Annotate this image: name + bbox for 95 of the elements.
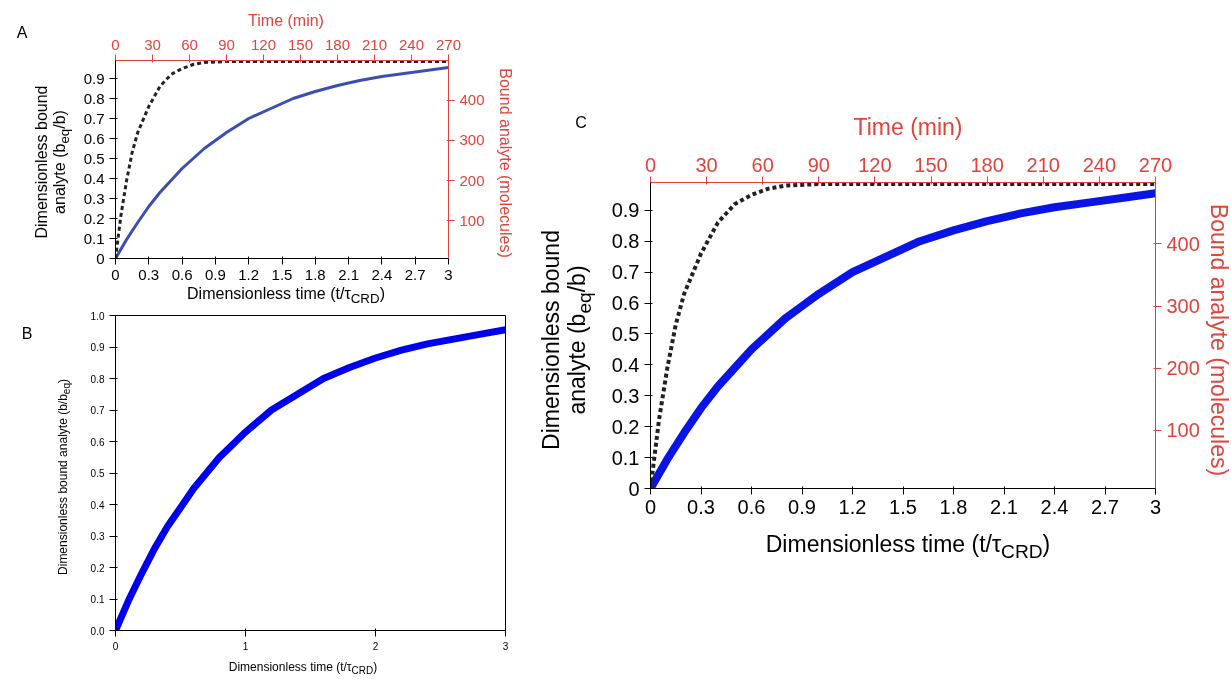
- y-tick-label: 0.3: [90, 531, 105, 542]
- x-tick-label: 0: [112, 640, 119, 652]
- y-tick-label: 0.6: [83, 129, 105, 147]
- y-tick-label: 0.7: [83, 109, 105, 127]
- x-tick-label: 2.4: [1040, 495, 1069, 518]
- y-tick-label: 0.3: [83, 189, 105, 207]
- y-tick-label: 0.4: [611, 353, 640, 376]
- x-tick-label: 0.9: [788, 495, 816, 518]
- y2-tick-label: 400: [459, 91, 485, 109]
- y-tick-label: 0.0: [90, 625, 105, 637]
- y2-tick-label: 300: [1166, 295, 1200, 318]
- x-tick-label: 3: [502, 640, 509, 652]
- y-tick-label: 0: [96, 249, 105, 267]
- y-tick-label: 0.6: [90, 436, 105, 448]
- y-tick-label: 0.5: [90, 468, 105, 479]
- x-tick-label: 0.6: [171, 265, 193, 283]
- y2-tick-label: 400: [1166, 232, 1200, 255]
- y-tick-label: 0.5: [83, 149, 105, 167]
- y2-tick-label: 200: [1166, 357, 1200, 380]
- x2-tick-label: 90: [807, 153, 830, 176]
- x-tick-label: 1.2: [838, 495, 867, 518]
- y2-tick-label: 100: [1166, 419, 1200, 442]
- x-tick-label: 3: [1149, 495, 1162, 518]
- x2-tick-label: 90: [218, 35, 235, 53]
- y-tick-label: 0.6: [611, 292, 640, 315]
- y2-tick-label: 200: [459, 171, 485, 189]
- x-tick-label: 2: [372, 640, 379, 652]
- x-axis-title: Dimensionless time (t/τ$_{CRD}$): [765, 531, 1051, 563]
- x2-tick-label: 180: [324, 35, 351, 53]
- y-tick-label: 0.8: [83, 89, 105, 107]
- y2-axis-title: Bound analyte (molecules): [496, 68, 515, 258]
- y-tick-label: 0.3: [611, 384, 640, 407]
- x2-tick-label: 120: [858, 153, 892, 176]
- y-tick-label: 1.0: [90, 310, 105, 322]
- x-tick-label: 2.4: [371, 265, 393, 283]
- text: B: [21, 324, 33, 344]
- x-tick-label: 2.7: [404, 265, 426, 283]
- x2-tick-label: 60: [181, 35, 198, 53]
- y2-tick-label: 100: [459, 211, 485, 229]
- x2-axis-title: Time (min): [853, 113, 963, 141]
- x2-tick-label: 60: [751, 153, 774, 176]
- y-tick-label: 0.7: [611, 261, 640, 284]
- x-tick-label: 1.8: [304, 265, 326, 283]
- y-tick-label: 0.9: [90, 342, 105, 353]
- x2-tick-label: 210: [1026, 153, 1060, 176]
- x-tick-label: 2.1: [338, 265, 360, 283]
- y-tick-label: 0: [628, 477, 640, 500]
- x-tick-label: 1.5: [271, 265, 293, 283]
- x2-tick-label: 180: [970, 153, 1004, 176]
- text: C: [575, 113, 587, 133]
- x-tick-label: 1.8: [939, 495, 968, 518]
- x2-tick-label: 0: [111, 35, 120, 53]
- x-tick-label: 0.3: [138, 265, 160, 283]
- y-tick-label: 0.1: [90, 594, 105, 605]
- y2-axis-title: Bound analyte (molecules): [1205, 203, 1231, 477]
- y-tick-label: 0.2: [611, 415, 640, 438]
- y-tick-label: 0.1: [83, 229, 105, 247]
- x2-tick-label: 0: [644, 153, 657, 176]
- y-tick-label: 0.9: [611, 199, 640, 222]
- x-tick-label: 0: [111, 265, 120, 283]
- x-tick-label: 0: [644, 495, 657, 518]
- x-axis-title: Dimensionless time (t/τ$_{CRD}$): [187, 285, 385, 307]
- x-tick-label: 1.2: [238, 265, 260, 283]
- x-tick-label: 0.3: [687, 495, 715, 518]
- x2-tick-label: 270: [1138, 153, 1173, 176]
- x-tick-label: 2.1: [990, 495, 1018, 518]
- y-tick-label: 0.9: [83, 69, 105, 87]
- x2-tick-label: 210: [361, 35, 388, 53]
- text: A: [16, 23, 28, 43]
- x2-tick-label: 150: [914, 153, 948, 176]
- x2-tick-label: 30: [144, 35, 161, 53]
- y-tick-label: 0.2: [90, 562, 105, 574]
- y-tick-label: 0.4: [83, 169, 105, 187]
- x-tick-label: 3: [444, 265, 453, 283]
- y-tick-label: 0.4: [90, 499, 105, 511]
- y-tick-label: 0.8: [90, 373, 105, 385]
- x-tick-label: 0.9: [204, 265, 226, 283]
- x-tick-label: 0.6: [737, 495, 766, 518]
- x2-tick-label: 270: [435, 35, 462, 53]
- y-tick-label: 0.8: [611, 230, 640, 253]
- x-tick-label: 2.7: [1091, 495, 1119, 518]
- x2-tick-label: 240: [1082, 153, 1117, 176]
- x2-tick-label: 150: [287, 35, 314, 53]
- x-tick-label: 1: [242, 640, 249, 652]
- y-tick-label: 0.2: [83, 209, 105, 227]
- x2-axis-title: Time (min): [248, 11, 324, 31]
- y-tick-label: 0.7: [90, 405, 105, 416]
- x2-tick-label: 240: [398, 35, 425, 53]
- x-tick-label: 1.5: [889, 495, 917, 518]
- y-tick-label: 0.5: [611, 322, 640, 345]
- y-tick-label: 0.1: [611, 446, 640, 469]
- y2-tick-label: 300: [459, 131, 485, 149]
- x2-tick-label: 30: [695, 153, 718, 176]
- x-axis-title: Dimensionless time (t/τ$_{CRD}$): [228, 660, 378, 677]
- x2-tick-label: 120: [250, 35, 277, 53]
